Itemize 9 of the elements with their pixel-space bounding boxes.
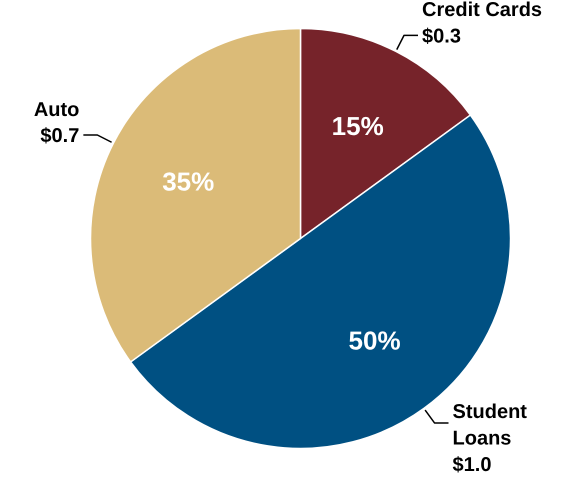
slice-label: Auto [34, 98, 80, 121]
data-label: $1.0 [452, 454, 492, 476]
text: 15% [332, 111, 384, 142]
slice-label: Student Loans [452, 400, 528, 450]
text: 35% [162, 166, 214, 196]
data-label: $0.3 [422, 26, 461, 48]
data-label: $0.7 [40, 125, 80, 148]
text: 50% [348, 325, 401, 356]
slice-label: Credit Cards [422, 0, 542, 22]
